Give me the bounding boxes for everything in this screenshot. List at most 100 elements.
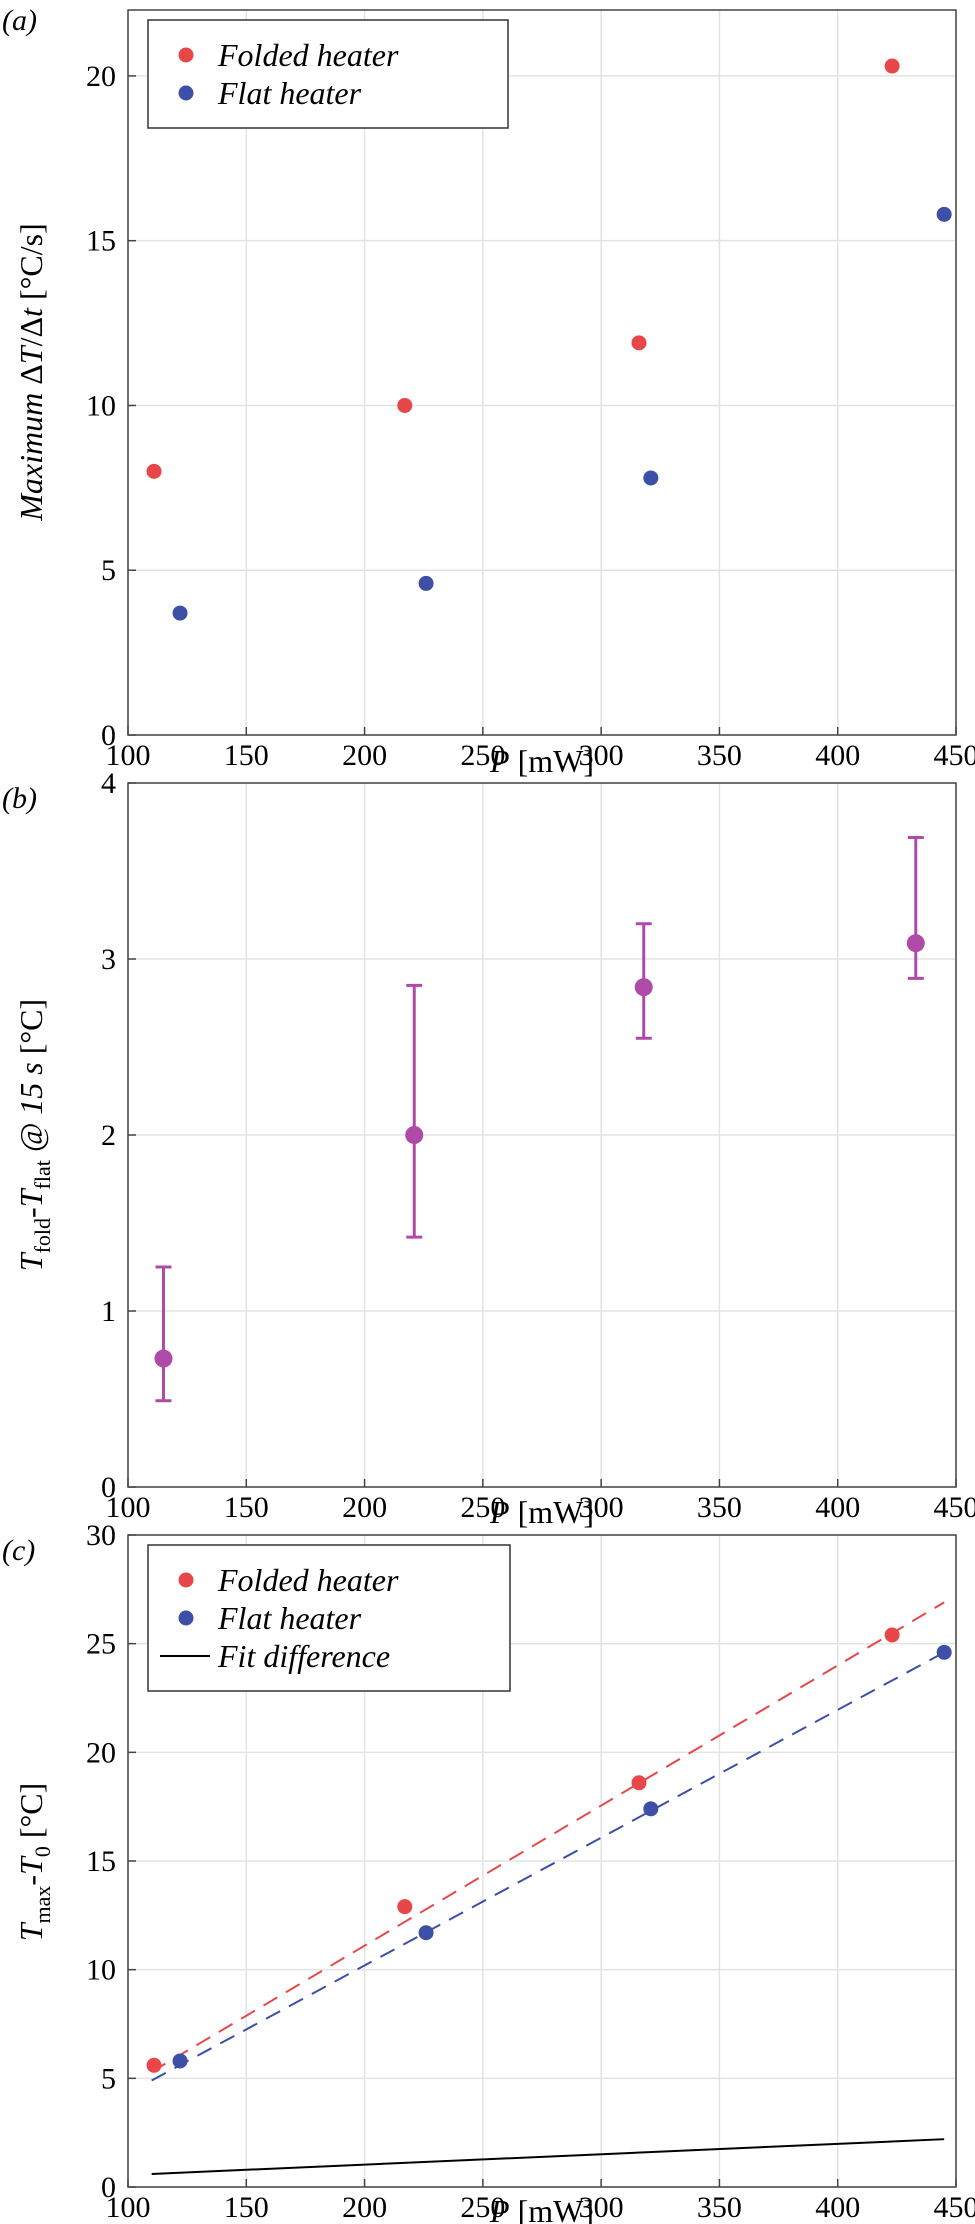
y-tick-label: 20 xyxy=(86,1736,116,1769)
y-tick-label: 3 xyxy=(101,943,116,976)
y-axis-var: t xyxy=(13,307,49,317)
y-tick-label: 15 xyxy=(86,1845,116,1878)
data-point xyxy=(936,206,952,222)
y-axis-label: Tmax-T0 [°C] xyxy=(13,1783,55,1942)
data-point xyxy=(631,1775,647,1791)
x-tick-label: 200 xyxy=(342,1491,387,1524)
x-tick-label: 200 xyxy=(342,2191,387,2224)
panel-label: (b) xyxy=(2,782,37,815)
y-axis-dash: - xyxy=(13,1207,49,1218)
data-point xyxy=(418,575,434,591)
panel-label: (c) xyxy=(2,1534,35,1567)
x-tick-label: 250 xyxy=(460,2191,505,2224)
y-axis-pre: Maximum xyxy=(13,385,49,522)
x-axis-label: P [mW] xyxy=(489,1494,594,1530)
x-tick-label: 350 xyxy=(697,1491,742,1524)
y-axis-unit: [°C] xyxy=(13,1783,49,1846)
legend-marker xyxy=(178,1572,194,1588)
legend-marker xyxy=(178,1610,194,1626)
series-folded-heater xyxy=(146,1601,945,2073)
x-axis-unit: [mW] xyxy=(510,1494,594,1530)
data-point xyxy=(884,58,900,74)
y-axis-label: Tfold-Tflat @ 15 s [°C] xyxy=(13,999,55,1271)
y-axis-label: Maximum ΔT/Δt [°C/s] xyxy=(13,223,49,522)
y-tick-label: 1 xyxy=(101,1295,116,1328)
x-tick-label: 400 xyxy=(815,2191,860,2224)
x-axis-label: P [mW] xyxy=(489,2193,594,2224)
data-point xyxy=(397,397,413,413)
y-axis-var: T xyxy=(13,1251,49,1271)
data-point xyxy=(634,978,653,997)
x-tick-label: 150 xyxy=(224,1491,269,1524)
chart-panel-a: 100 150 200 250 300 350 400 450 0 5 10 15 20 (a) P [mW… xyxy=(2,4,975,779)
x-tick-label: 150 xyxy=(224,739,269,772)
legend-marker xyxy=(178,85,194,101)
y-tick-label: 0 xyxy=(101,719,116,752)
y-tick-label: 0 xyxy=(101,1471,116,1504)
chart-panel-c: 100 150 200 250 300 350 400 450 0 5 10 15 20 25 30 (c) P… xyxy=(2,1519,975,2224)
x-axis-unit: [mW] xyxy=(510,743,594,779)
y-tick-label: 5 xyxy=(101,554,116,587)
y-tick-label: 5 xyxy=(101,2062,116,2095)
y-axis-subscript: flat xyxy=(30,1160,55,1189)
y-axis-subscript: fold xyxy=(30,1218,55,1253)
data-point xyxy=(397,1899,413,1915)
fit-difference-line xyxy=(151,2138,945,2175)
y-tick-label: 20 xyxy=(86,60,116,93)
data-point xyxy=(146,2057,162,2073)
y-tick-label: 30 xyxy=(86,1519,116,1552)
x-tick-label: 300 xyxy=(579,2191,624,2224)
x-tick-label: 200 xyxy=(342,739,387,772)
fit-line xyxy=(151,1651,945,2082)
data-point xyxy=(643,470,659,486)
data-point xyxy=(906,934,925,953)
y-tick-label: 4 xyxy=(101,767,116,800)
legend-marker xyxy=(178,47,194,63)
x-tick-label: 400 xyxy=(815,739,860,772)
x-tick-label: 450 xyxy=(934,1491,975,1524)
x-axis-label: P [mW] xyxy=(489,743,594,779)
x-tick-label: 100 xyxy=(106,739,151,772)
y-tick-label: 2 xyxy=(101,1119,116,1152)
legend-box xyxy=(147,1544,511,1692)
y-tick-label: 10 xyxy=(86,389,116,422)
data-point xyxy=(643,1801,659,1817)
y-axis-var: T xyxy=(13,1187,49,1207)
y-axis-var: T xyxy=(13,1855,49,1875)
data-point xyxy=(154,1349,173,1368)
x-tick-label: 300 xyxy=(579,1491,624,1524)
y-axis-dash: - xyxy=(13,1875,49,1886)
x-tick-label: 250 xyxy=(460,739,505,772)
y-tick-label: 25 xyxy=(86,1628,116,1661)
data-point xyxy=(172,605,188,621)
plot-frame xyxy=(127,9,957,736)
series-folded-heater xyxy=(146,58,900,479)
series-flat-heater xyxy=(172,206,952,621)
y-tick-label: 15 xyxy=(86,225,116,258)
chart-panel-b: 100 150 200 250 300 350 400 450 0 1 2 3 4 (b) P [mW] Tf… xyxy=(2,767,975,1530)
legend-label: Folded heater xyxy=(217,37,399,73)
y-axis-subscript: max xyxy=(30,1886,55,1924)
x-tick-label: 300 xyxy=(579,739,624,772)
panel-label: (a) xyxy=(2,4,37,37)
x-tick-label: 400 xyxy=(815,1491,860,1524)
x-tick-label: 150 xyxy=(224,2191,269,2224)
x-axis-unit: [mW] xyxy=(510,2193,594,2224)
legend-label: Flat heater xyxy=(217,75,362,111)
y-tick-label: 10 xyxy=(86,1954,116,1987)
legend-label: Fit difference xyxy=(217,1638,390,1674)
x-tick-label: 250 xyxy=(460,1491,505,1524)
data-point xyxy=(631,335,647,351)
x-tick-label: 350 xyxy=(697,739,742,772)
series-fit-difference xyxy=(151,2138,945,2175)
data-point xyxy=(172,2053,188,2069)
data-point xyxy=(936,1644,952,1660)
x-axis-var: P xyxy=(489,2193,510,2224)
legend-box xyxy=(147,19,509,129)
x-axis-var: P xyxy=(489,1494,510,1530)
x-tick-label: 350 xyxy=(697,2191,742,2224)
legend-label: Folded heater xyxy=(217,1562,399,1598)
